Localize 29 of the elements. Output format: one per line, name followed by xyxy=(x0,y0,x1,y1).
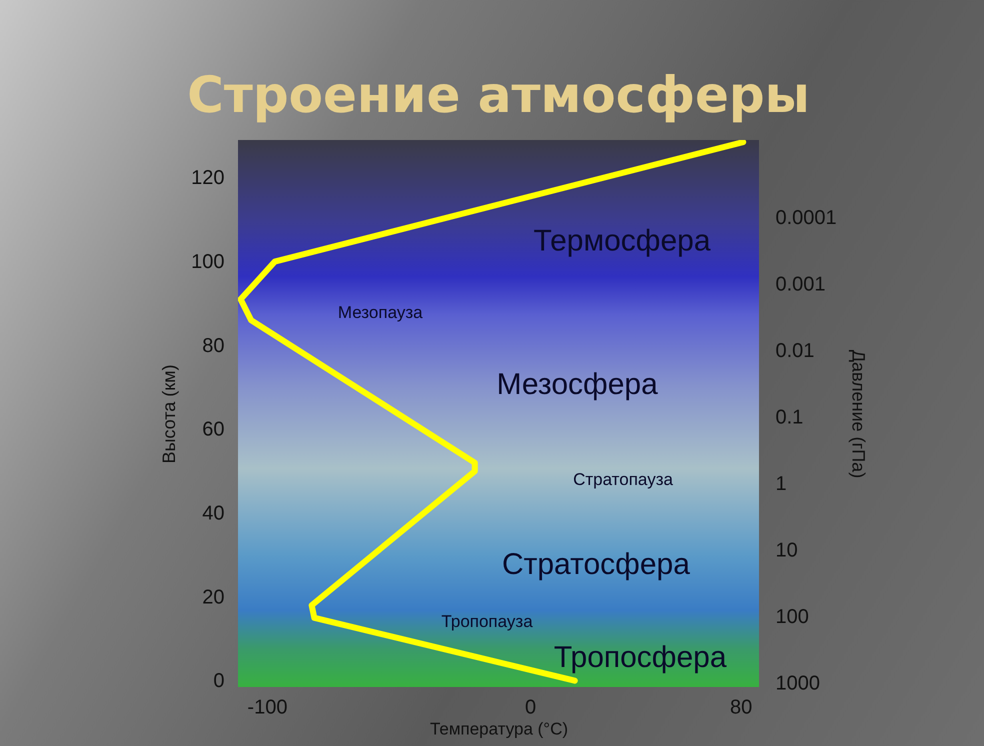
annotation: Термосфера xyxy=(533,224,711,258)
annotation: Мезопауза xyxy=(338,302,424,322)
y-tick-label: 80 xyxy=(202,334,224,357)
y2-tick-label: 0.001 xyxy=(776,274,826,296)
x-tick-label: 80 xyxy=(730,696,752,718)
annotation: Стратосфера xyxy=(502,548,690,582)
x-tick-label: 0 xyxy=(525,696,536,718)
y-tick-label: 120 xyxy=(191,167,224,190)
y2-tick-label: 1 xyxy=(776,473,787,496)
y2-tick-label: 0.1 xyxy=(776,406,804,429)
y-tick-label: 100 xyxy=(191,251,224,274)
y2-axis-title: Давление (гПа) xyxy=(848,350,869,478)
y2-tick-label: 10 xyxy=(776,540,798,562)
annotation: Мезосфера xyxy=(496,368,658,402)
x-tick-label: -100 xyxy=(247,696,288,718)
y-tick-label: 60 xyxy=(202,418,224,441)
y2-tick-label: 100 xyxy=(776,606,809,628)
annotation: Тропосфера xyxy=(554,641,727,674)
y-tick-label: 0 xyxy=(213,670,224,692)
y-tick-label: 40 xyxy=(202,502,224,525)
y2-tick-label: 0.0001 xyxy=(776,207,837,230)
x-axis-title: Температура (°C) xyxy=(430,720,568,738)
y-tick-label: 20 xyxy=(202,586,224,608)
y2-tick-label: 1000 xyxy=(776,672,820,694)
y2-tick-label: 0.01 xyxy=(776,340,814,362)
y-axis-title: Высота (км) xyxy=(159,364,180,464)
annotation: Тропопауза xyxy=(441,612,534,631)
chart-title: Строение атмосферы xyxy=(187,66,810,124)
annotation: Стратопауза xyxy=(573,470,674,490)
